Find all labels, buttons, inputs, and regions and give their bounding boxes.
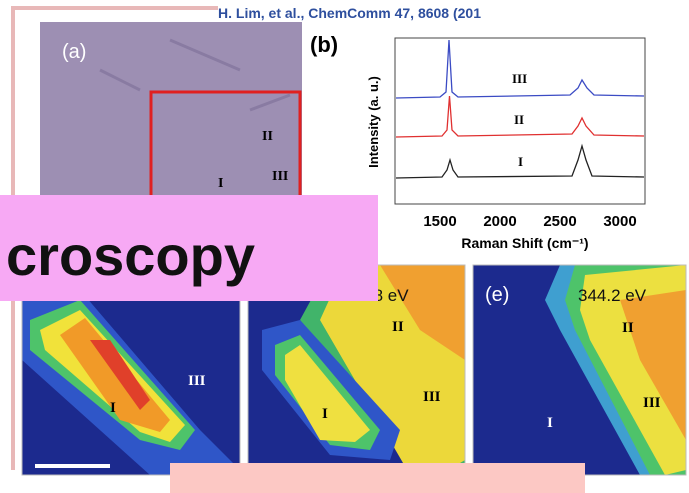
panel-label: (b): [310, 32, 338, 57]
x-tick-label: 3000: [603, 213, 636, 230]
region-label: I: [547, 415, 553, 431]
region-label: III: [643, 395, 661, 411]
region-label: II: [622, 320, 634, 336]
curve-label: I: [518, 154, 523, 169]
curve-label: III: [512, 71, 527, 86]
region-label: II: [392, 319, 404, 335]
region-label: III: [423, 389, 441, 405]
region-label: III: [272, 169, 288, 184]
region-label: III: [188, 373, 206, 389]
panel-label: (a): [62, 41, 86, 63]
energy-label: 344.2 eV: [578, 286, 647, 305]
curve-label: II: [514, 112, 524, 127]
region-label: II: [262, 129, 273, 144]
region-label: I: [322, 406, 328, 422]
slide: H. Lim, et al., ChemComm 47, 8608 (201 (…: [0, 0, 689, 493]
region-label: I: [110, 400, 116, 416]
panel-label: (e): [485, 284, 509, 306]
region-label: I: [218, 176, 223, 191]
x-axis-title: Raman Shift (cm⁻¹): [461, 235, 588, 251]
citation: H. Lim, et al., ChemComm 47, 8608 (201: [218, 5, 481, 21]
x-tick-label: 2500: [543, 213, 576, 230]
y-axis-title: Intensity (a. u.): [366, 76, 381, 168]
x-tick-label: 2000: [483, 213, 516, 230]
caption-box: [170, 463, 585, 493]
x-tick-label: 1500: [423, 213, 456, 230]
banner-text: croscopy: [6, 224, 255, 287]
